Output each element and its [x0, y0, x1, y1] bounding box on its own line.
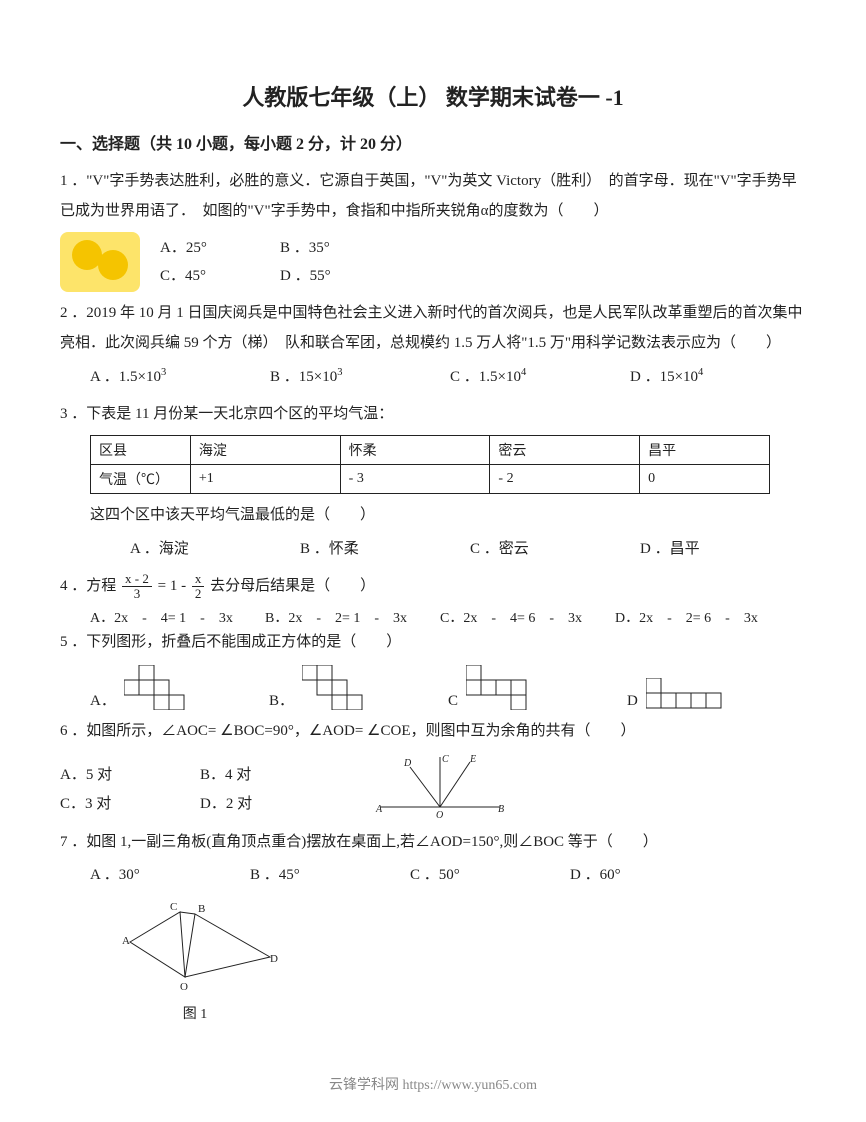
q3-th1: 海淀 [190, 436, 340, 465]
q2-opt-b-exp: 3 [337, 367, 342, 378]
q3-table: 区县 海淀 怀柔 密云 昌平 气温（℃） +1 - 3 - 2 0 [90, 435, 770, 494]
q5-net-c [466, 665, 546, 710]
q6-text: 6 ．如图所示，∠AOC= ∠BOC=90°，∠AOD= ∠COE，则图中互为余… [60, 716, 806, 746]
q5-options: A． B． [90, 665, 806, 710]
svg-text:E: E [469, 754, 476, 765]
q3-th3: 密云 [490, 436, 640, 465]
q5-opt-a-label: A． [90, 689, 116, 710]
q6-opt-c: C．3 对 [60, 790, 200, 819]
q3-tail: 这四个区中该天平均气温最低的是（ ） [90, 500, 806, 530]
q5-opt-d-label: D [627, 693, 638, 710]
q3-opt-c: C ．密云 [470, 536, 640, 563]
q2-text: 2 ．2019 年 10 月 1 日国庆阅兵是中国特色社会主义进入新时代的首次阅… [60, 298, 806, 358]
svg-text:D: D [270, 953, 278, 965]
q4-post: 去分母后结果是（ ） [210, 578, 375, 594]
q4-pre: 4 ．方程 [60, 578, 116, 594]
q2-opt-d-exp: 4 [698, 367, 703, 378]
q5-net-a [124, 665, 194, 710]
q2-opt-c: C ．1.5×10 [450, 369, 521, 385]
q6-block: A．5 对 B．4 对 C．3 对 D．2 对 A B C D E O [60, 752, 806, 827]
q4-frac1-num: x - 2 [122, 572, 152, 587]
q1-opt-c: C．45° [160, 262, 280, 291]
svg-text:C: C [442, 754, 449, 765]
q3-r1: +1 [190, 465, 340, 494]
q3-th0: 区县 [91, 436, 191, 465]
q4-options: A．2x - 4= 1 - 3x B．2x - 2= 1 - 3x C．2x -… [90, 607, 806, 627]
svg-text:B: B [198, 903, 205, 915]
q2-options: A ．1.5×103 B ．15×103 C ．1.5×104 D ．15×10… [90, 364, 806, 391]
q6-opt-a: A．5 对 [60, 761, 200, 790]
page-footer: 云锋学科网 https://www.yun65.com [0, 1074, 866, 1094]
q3-th4: 昌平 [640, 436, 770, 465]
q7-opt-b: B ．45° [250, 863, 410, 884]
page-title: 人教版七年级（上） 数学期末试卷一 -1 [60, 80, 806, 112]
svg-text:C: C [170, 902, 177, 913]
q4-frac2: x 2 [192, 572, 205, 602]
q4-opt-b: B．2x - 2= 1 - 3x [265, 607, 440, 627]
q3-r2: - 3 [340, 465, 490, 494]
q1-text: 1 ．"V"字手势表达胜利，必胜的意义．它源自于英国，"V"为英文 Victor… [60, 166, 806, 226]
q6-opt-d: D．2 对 [200, 790, 340, 819]
q1-opt-d: D ．55° [280, 262, 400, 291]
q3-opt-d: D ．昌平 [640, 536, 810, 563]
q1-opt-a: A．25° [160, 234, 280, 263]
q3-r3: - 2 [490, 465, 640, 494]
svg-text:O: O [180, 981, 188, 992]
q1-options-block: A．25° B ．35° C．45° D ．55° [60, 232, 806, 292]
q5-net-b [302, 665, 382, 710]
q2-opt-a-exp: 3 [161, 367, 166, 378]
q6-opt-b: B．4 对 [200, 761, 340, 790]
svg-text:A: A [375, 804, 383, 815]
q4-mid: = 1 - [158, 578, 190, 594]
q2-opt-c-exp: 4 [521, 367, 526, 378]
svg-text:A: A [122, 935, 130, 947]
q4-frac1: x - 2 3 [122, 572, 152, 602]
q4-frac1-den: 3 [122, 587, 152, 601]
v-sign-emoji-image [60, 232, 140, 292]
q4-opt-a: A．2x - 4= 1 - 3x [90, 607, 265, 627]
q5-net-d [646, 678, 736, 710]
q7-opt-d: D ．60° [570, 863, 730, 884]
q7-options: A ．30° B ．45° C ．50° D ．60° [90, 863, 806, 884]
q5-opt-c-label: C [448, 693, 458, 710]
q4-opt-c: C．2x - 4= 6 - 3x [440, 607, 615, 627]
svg-text:B: B [498, 804, 504, 815]
q4-frac2-num: x [192, 572, 205, 587]
q3-opt-a: A ．海淀 [130, 536, 300, 563]
q2-opt-d: D ．15×10 [630, 369, 698, 385]
q7-text: 7 ．如图 1,一副三角板(直角顶点重合)摆放在桌面上,若∠AOD=150°,则… [60, 827, 806, 857]
q2-opt-b: B ．15×10 [270, 369, 337, 385]
q3-th2: 怀柔 [340, 436, 490, 465]
q7-figure-label: 图 1 [120, 1003, 270, 1023]
q4-opt-d: D．2x - 2= 6 - 3x [615, 607, 790, 627]
q5-text: 5 ．下列图形，折叠后不能围成正方体的是（ ） [60, 627, 806, 657]
q3-opt-b: B ．怀柔 [300, 536, 470, 563]
q7-opt-c: C ．50° [410, 863, 570, 884]
q6-figure: A B C D E O [370, 752, 510, 827]
q4-frac2-den: 2 [192, 587, 205, 601]
svg-text:D: D [403, 758, 412, 769]
q7-figure: A C B D O [120, 902, 806, 997]
q3-r0: 气温（℃） [91, 465, 191, 494]
q3-text: 3 ．下表是 11 月份某一天北京四个区的平均气温： [60, 399, 806, 429]
q4-text: 4 ．方程 x - 2 3 = 1 - x 2 去分母后结果是（ ） [60, 571, 806, 601]
svg-text:O: O [436, 810, 443, 821]
section-header: 一、选择题（共 10 小题，每小题 2 分，计 20 分） [60, 130, 806, 154]
q3-r4: 0 [640, 465, 770, 494]
q2-opt-a: A ．1.5×10 [90, 369, 161, 385]
q5-opt-b-label: B． [269, 689, 294, 710]
q7-opt-a: A ．30° [90, 863, 250, 884]
q3-options: A ．海淀 B ．怀柔 C ．密云 D ．昌平 [130, 536, 806, 563]
q1-opt-b: B ．35° [280, 234, 400, 263]
